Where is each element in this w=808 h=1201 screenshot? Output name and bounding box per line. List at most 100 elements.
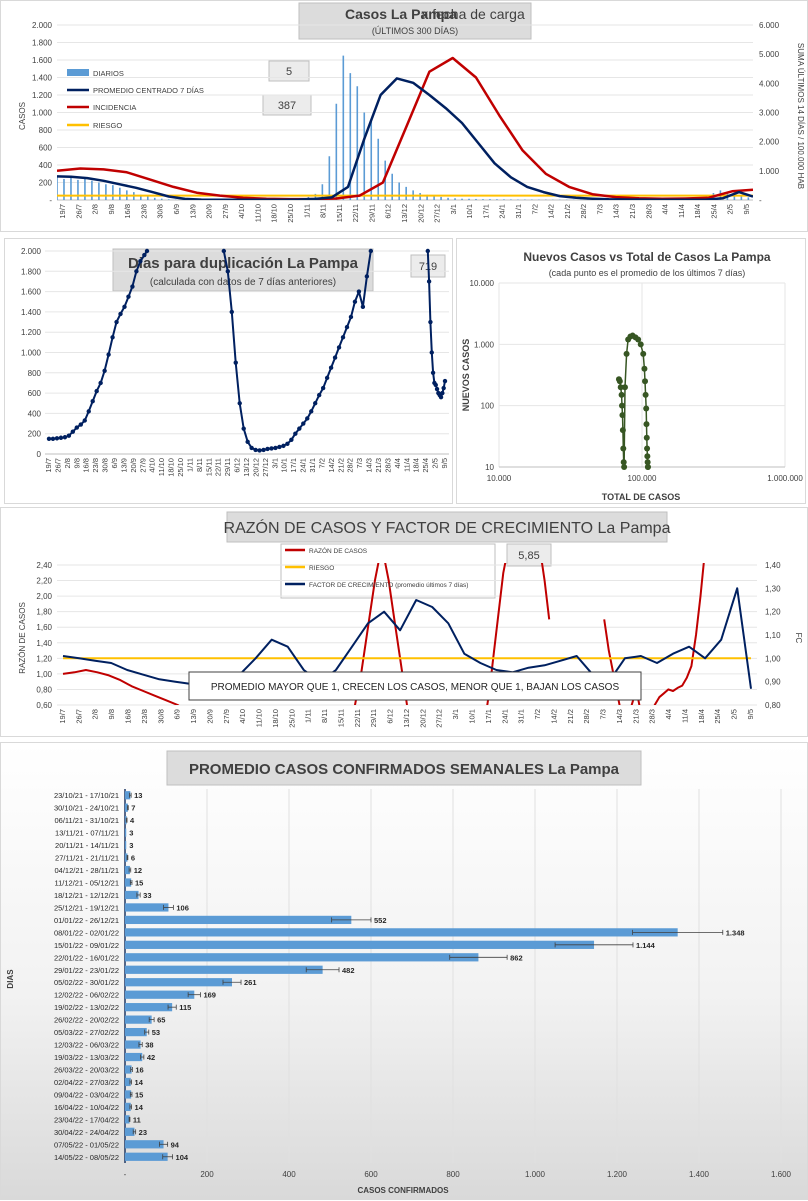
y-axis-title-right: SUMA ÚLTIMOS 14 DÍAS / 100.000 HAB <box>796 43 805 189</box>
doubling-point <box>349 315 353 319</box>
y-tick-label: 0,60 <box>36 701 52 710</box>
x-tick-label: 2/8 <box>91 204 100 214</box>
daily-bar <box>356 86 358 200</box>
x-tick-label: 14/2 <box>327 458 336 473</box>
doubling-point <box>277 445 281 449</box>
daily-bar <box>447 198 449 200</box>
category-label: 11/12/21 - 05/12/21 <box>55 879 120 888</box>
y-tick-label: 1.400 <box>21 308 42 317</box>
x-tick-label: 21/3 <box>628 204 637 219</box>
doubling-point <box>114 320 118 324</box>
daily-bar <box>329 156 331 200</box>
callout-value: 387 <box>278 100 296 112</box>
doubling-point <box>245 440 249 444</box>
scatter-point <box>643 421 649 427</box>
y-axis-title-left: RAZÓN DE CASOS <box>18 602 27 674</box>
y-right-tick-label: 1,00 <box>765 654 781 663</box>
doubling-point <box>325 376 329 380</box>
doubling-point <box>427 279 431 283</box>
x-tick-label: 11/10 <box>157 458 166 476</box>
category-label: 15/01/22 - 09/01/22 <box>54 941 119 950</box>
doubling-point <box>253 448 257 452</box>
y-axis-title: DIAS <box>6 969 15 989</box>
y-tick-label: 1.000 <box>32 109 53 118</box>
x-tick-label: 1.000 <box>525 1170 546 1179</box>
x-tick-label: 22/11 <box>214 458 223 476</box>
doubling-point <box>110 335 114 339</box>
x-tick-label: 10.000 <box>487 474 512 483</box>
doubling-point <box>361 305 365 309</box>
y-tick-label: 2,40 <box>36 561 52 570</box>
x-tick-label: 9/8 <box>72 458 81 468</box>
doubling-point <box>369 249 373 253</box>
daily-bar <box>482 199 484 200</box>
doubling-point <box>439 395 443 399</box>
doubling-point <box>269 446 273 450</box>
category-label: 27/11/21 - 21/11/21 <box>55 854 119 863</box>
x-tick-label: 25/4 <box>421 458 430 473</box>
x-tick-label: 2/8 <box>91 709 100 719</box>
x-tick-label: 4/4 <box>393 458 402 468</box>
x-tick-label: 13/12 <box>400 204 409 223</box>
x-tick-label: 26/7 <box>74 204 83 219</box>
x-tick-label: 400 <box>282 1170 296 1179</box>
y-tick-label: 2,20 <box>36 577 52 586</box>
category-label: 06/11/21 - 31/10/21 <box>55 816 120 825</box>
daily-bar <box>63 179 65 200</box>
x-tick-label: 3/1 <box>451 709 460 719</box>
category-label: 04/12/21 - 28/11/21 <box>55 866 120 875</box>
x-tick-label: 7/2 <box>530 204 539 214</box>
data-label: 261 <box>244 978 257 987</box>
x-tick-label: 21/3 <box>631 709 640 724</box>
y-tick-label: 1.000 <box>474 340 495 349</box>
scatter-point <box>643 405 649 411</box>
x-tick-label: 25/10 <box>176 458 185 477</box>
weekly-bar <box>125 1003 172 1011</box>
data-label: 14 <box>135 1078 144 1087</box>
scatter-point <box>644 453 650 459</box>
x-tick-label: 6/12 <box>384 204 393 219</box>
x-tick-label: 30/8 <box>156 709 165 724</box>
x-tick-label: 7/3 <box>599 709 608 719</box>
x-tick-label: 14/2 <box>547 204 556 219</box>
x-tick-label: 13/9 <box>119 458 128 473</box>
y-tick-label: 1.800 <box>32 39 53 48</box>
y-axis-title-left: CASOS <box>18 102 27 130</box>
y-tick-label: 800 <box>28 369 42 378</box>
category-label: 30/10/21 - 24/10/21 <box>54 804 119 813</box>
doubling-point <box>71 429 75 433</box>
category-label: 19/03/22 - 13/03/22 <box>54 1053 119 1062</box>
scatter-point <box>638 341 644 347</box>
scatter-point <box>624 351 630 357</box>
data-label: 862 <box>510 953 523 962</box>
y-tick-label: - <box>49 196 52 205</box>
x-tick-label: 23/8 <box>140 709 149 724</box>
y-tick-label: 1,80 <box>36 608 52 617</box>
y-tick-label: 800 <box>39 126 53 135</box>
ratio-growth-panel: RAZÓN DE CASOS Y FACTOR DE CRECIMIENTO L… <box>0 507 808 737</box>
doubling-point <box>428 320 432 324</box>
daily-bar <box>741 197 743 201</box>
weekly-bar <box>125 829 126 837</box>
x-tick-label: 28/2 <box>346 458 355 473</box>
x-tick-label: 25/10 <box>287 709 296 728</box>
scatter-point <box>644 446 650 452</box>
category-label: 19/02/22 - 13/02/22 <box>54 1003 119 1012</box>
data-label: 11 <box>133 1115 141 1124</box>
y-tick-label: 1,60 <box>36 623 52 632</box>
data-label: 552 <box>374 916 387 925</box>
weekly-bar <box>125 1140 164 1148</box>
y-tick-label: 0 <box>37 450 42 459</box>
y-tick-label: 1,40 <box>36 639 52 648</box>
x-tick-label: 1/11 <box>185 458 194 472</box>
y-right-tick-label: 5.000 <box>759 50 780 59</box>
daily-bar <box>98 183 100 201</box>
y-axis-title-right: FC <box>794 633 803 644</box>
x-tick-label: 27/9 <box>222 709 231 724</box>
x-tick-label: 2/5 <box>730 709 739 719</box>
x-tick-label: 13/12 <box>242 458 251 477</box>
category-label: 29/01/22 - 23/01/22 <box>54 966 119 975</box>
scatter-point <box>622 384 628 390</box>
daily-bar <box>154 198 156 200</box>
doubling-point <box>430 350 434 354</box>
